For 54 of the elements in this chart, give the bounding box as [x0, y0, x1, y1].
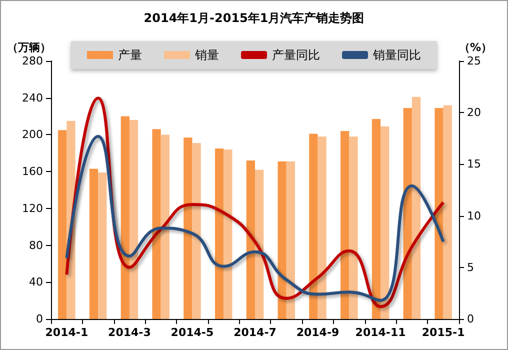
bar [129, 120, 138, 319]
legend-label: 产量同比 [272, 48, 320, 62]
y-tick-label: 40 [29, 276, 43, 289]
bar [255, 170, 264, 319]
bar [214, 148, 224, 319]
y-tick-label: 120 [22, 202, 43, 215]
bar [340, 131, 350, 319]
bar [443, 105, 452, 319]
y2-tick-label: 15 [467, 158, 481, 171]
bar [403, 108, 412, 319]
chart-title: 2014年1月-2015年1月汽车产销走势图 [144, 11, 364, 25]
y2-tick-label: 20 [467, 106, 481, 120]
x-tick-label: 2014-1 [45, 326, 88, 339]
y2-tick-label: 25 [467, 54, 481, 68]
bar [434, 108, 444, 319]
y-tick-label: 80 [29, 238, 43, 252]
x-tick-label: 2014-9 [296, 326, 340, 339]
x-tick-label: 2014-3 [108, 326, 151, 339]
y2-tick-label: 10 [467, 209, 481, 222]
bar [286, 161, 296, 319]
x-tick-label: 2015-1 [422, 326, 465, 339]
y2-tick-label: 5 [467, 260, 474, 274]
legend-label: 销量 [194, 48, 219, 62]
line-series [65, 134, 445, 302]
bar [120, 116, 130, 319]
y2-axis-title: （%） [459, 41, 492, 54]
bar [184, 137, 192, 319]
bar [89, 168, 98, 319]
bar [224, 149, 232, 319]
y-axis-title: （万辆） [7, 41, 51, 54]
bar [380, 126, 390, 319]
bar [152, 129, 161, 319]
y2-tick-label: 0 [467, 312, 474, 326]
x-tick-label: 2014-11 [355, 326, 406, 339]
y-tick-label: 240 [22, 91, 43, 104]
bar [278, 161, 286, 319]
bar [160, 134, 170, 319]
bar [309, 134, 318, 319]
x-tick-label: 2014-5 [170, 326, 214, 339]
legend-label: 产量 [118, 48, 142, 62]
bar [318, 136, 326, 319]
bar [349, 136, 358, 319]
bar [58, 130, 67, 319]
bar [98, 172, 107, 319]
bar [412, 96, 421, 319]
x-tick-label: 2014-7 [234, 326, 276, 339]
bar [372, 119, 381, 319]
y-tick-label: 200 [22, 128, 43, 142]
y-tick-label: 280 [22, 54, 43, 68]
y-tick-label: 0 [36, 312, 43, 326]
bar [246, 160, 255, 319]
legend-label: 销量同比 [372, 48, 421, 62]
y-tick-label: 160 [22, 165, 43, 178]
bar [192, 143, 201, 319]
